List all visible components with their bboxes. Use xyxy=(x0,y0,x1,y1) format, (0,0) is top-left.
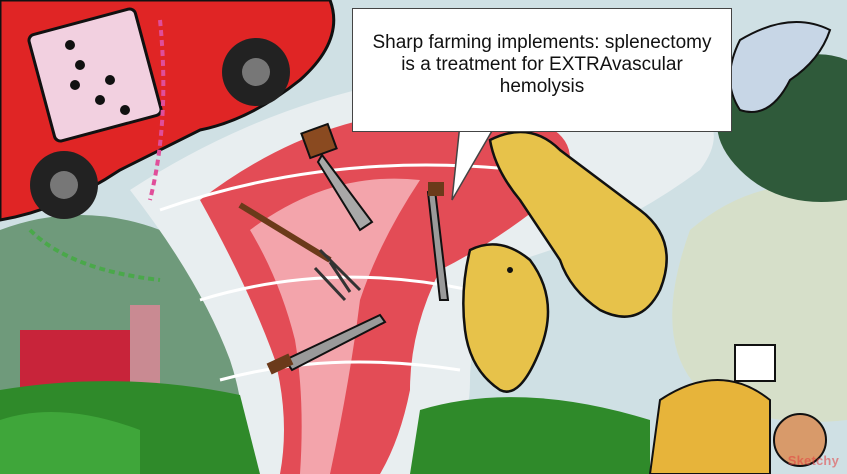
watermark-logo: Sketchy xyxy=(787,453,839,468)
caption-bubble: Sharp farming implements: splenectomy is… xyxy=(352,8,732,132)
car xyxy=(0,0,336,222)
camels xyxy=(462,130,668,393)
saw xyxy=(300,122,374,232)
person xyxy=(648,344,827,474)
caption-text: Sharp farming implements: splenectomy is… xyxy=(372,32,712,97)
